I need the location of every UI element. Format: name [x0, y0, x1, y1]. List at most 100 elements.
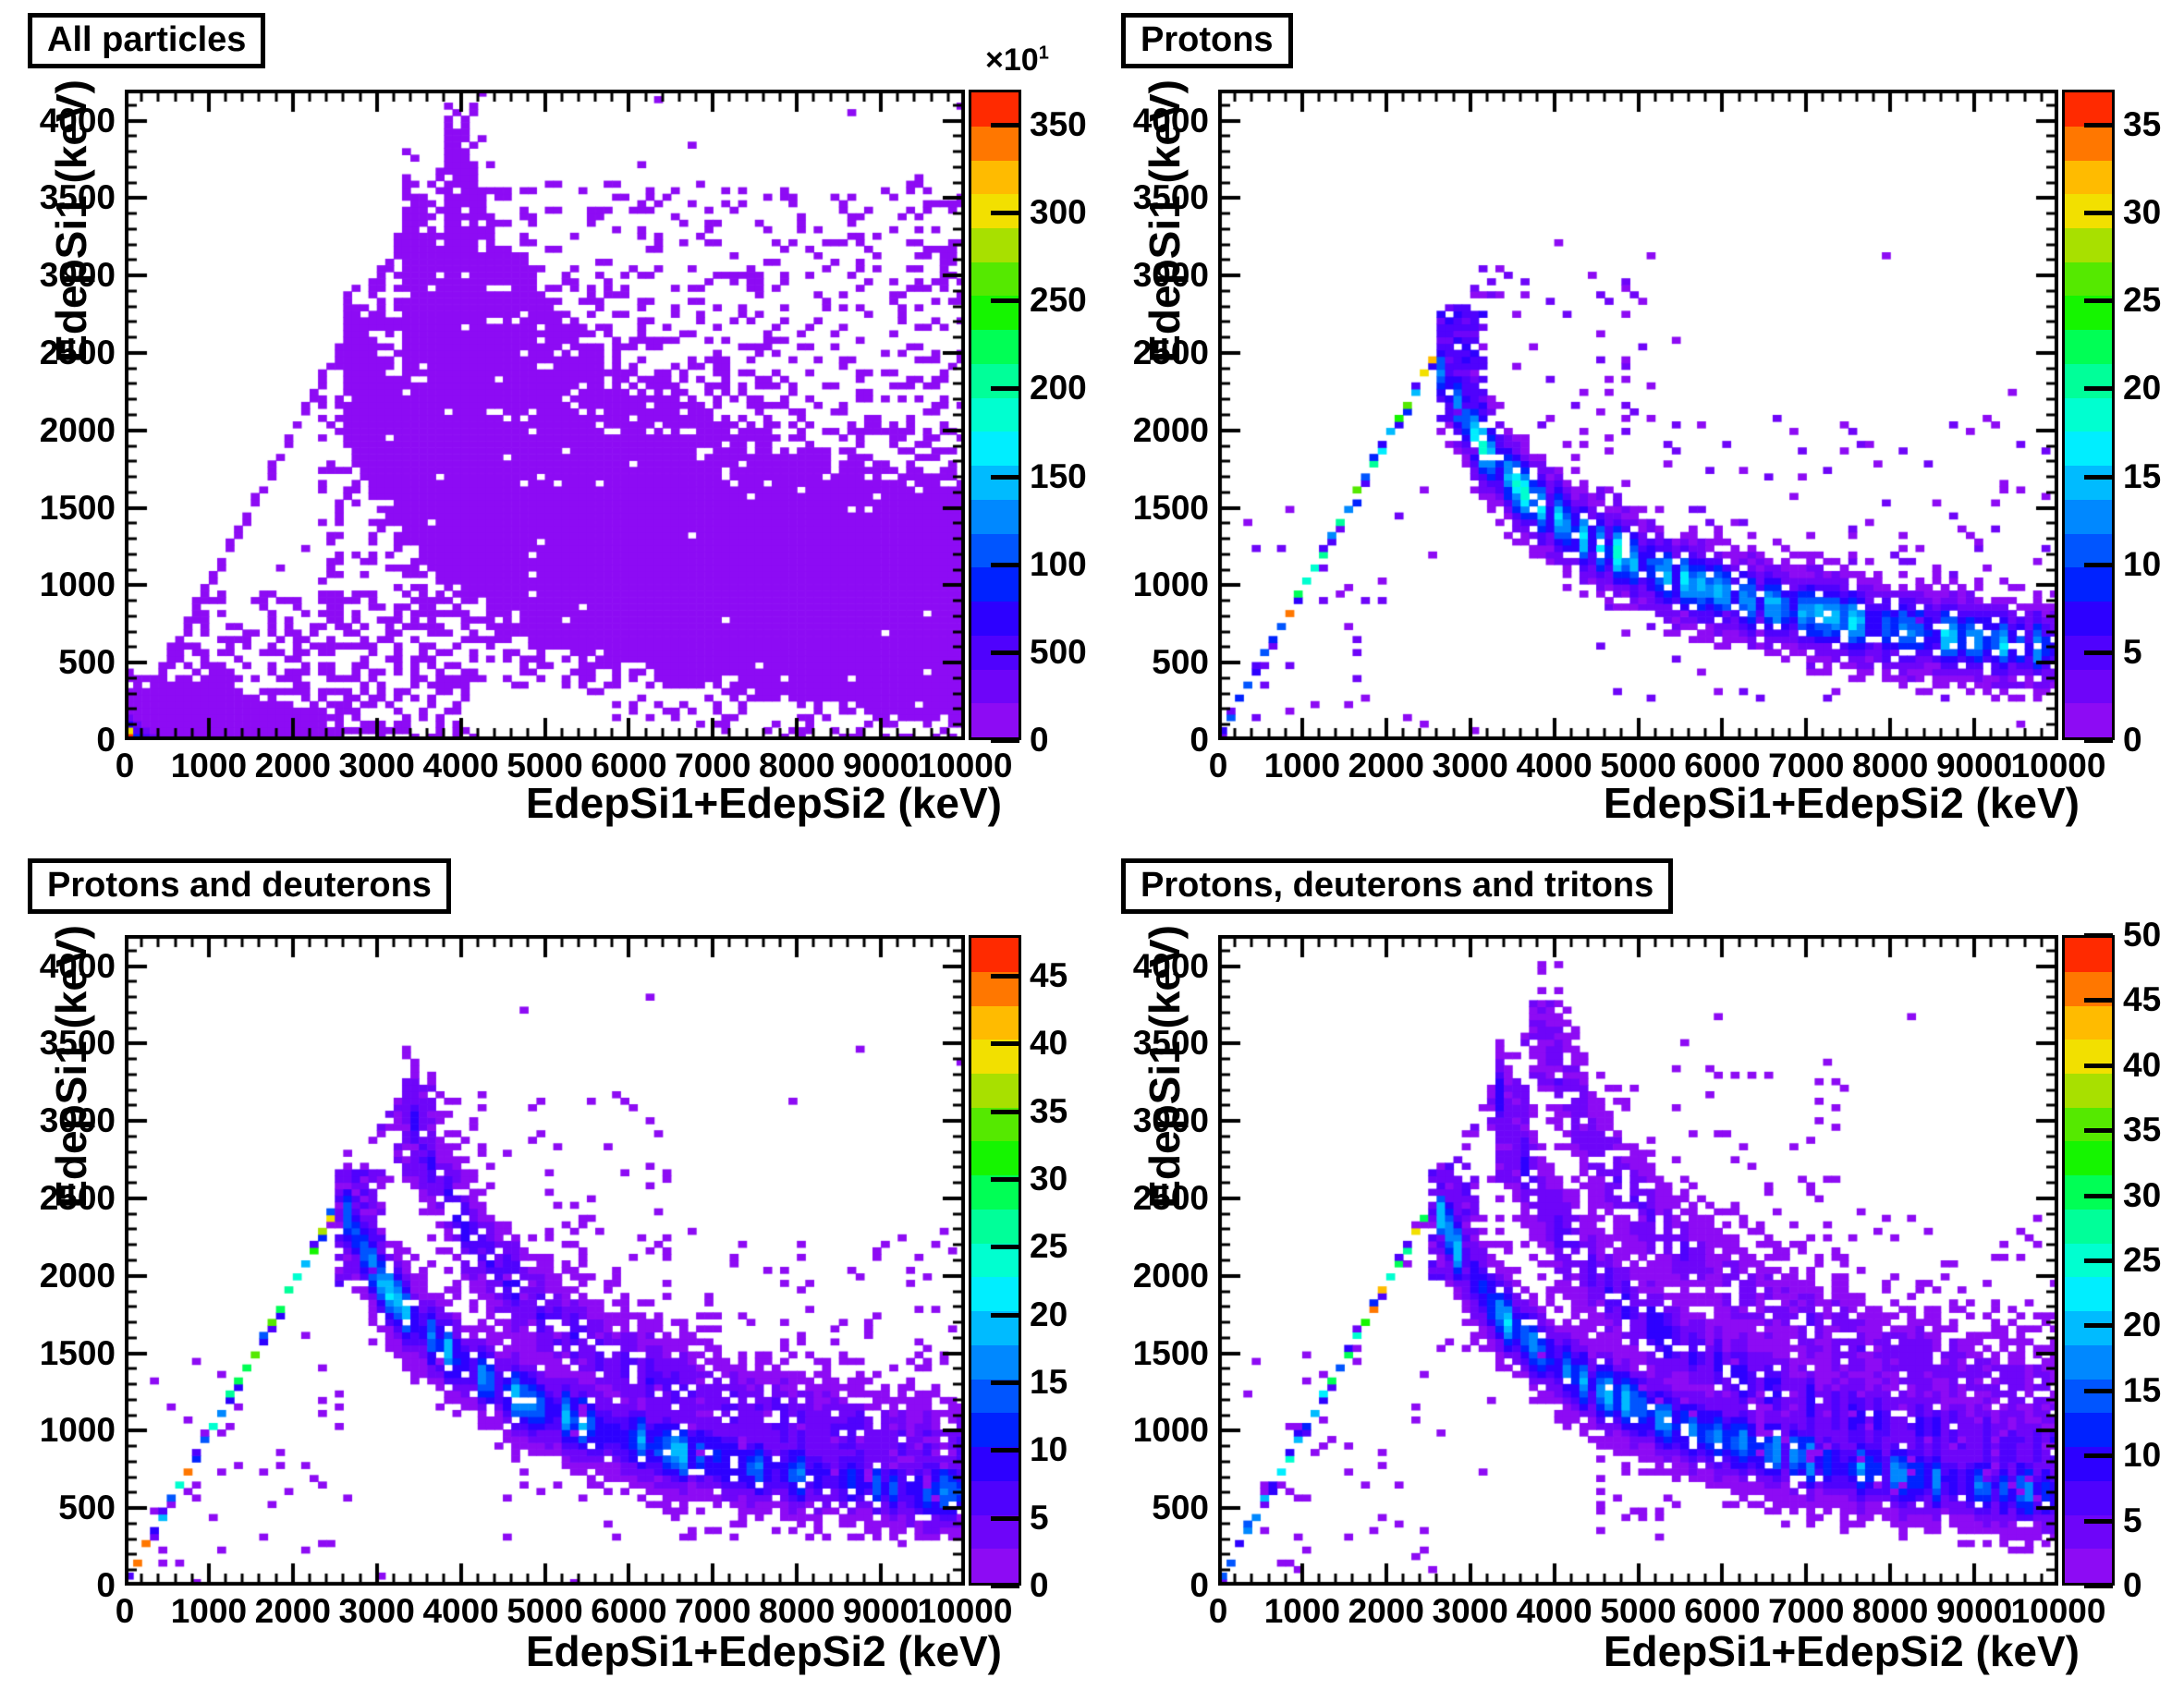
- colorbar-tick-label: 5: [2123, 1501, 2142, 1539]
- y-tick-label: 2000: [1132, 1256, 1209, 1295]
- y-tick-label: 3500: [39, 178, 116, 217]
- colorbar-band: [971, 1209, 1019, 1244]
- heatmap-canvas: [1218, 90, 2058, 740]
- colorbar-band: [971, 227, 1019, 262]
- colorbar-band: [971, 92, 1019, 127]
- colorbar-tick-label: 15: [1030, 1363, 1068, 1401]
- colorbar-tick: [2084, 738, 2113, 743]
- colorbar-tick-label: 200: [1030, 369, 1087, 407]
- colorbar-tick: [991, 738, 1019, 743]
- x-axis-title: EdepSi1+EdepSi2 (keV): [1603, 779, 2080, 827]
- y-tick-label: 1000: [39, 565, 116, 604]
- colorbar-tick: [2084, 1388, 2113, 1393]
- colorbar-band: [2065, 227, 2112, 262]
- y-tick-label: 1500: [39, 488, 116, 527]
- colorbar-tick-label: 500: [1030, 632, 1087, 671]
- colorbar-tick-label: 45: [2123, 980, 2162, 1019]
- x-axis-title: EdepSi1+EdepSi2 (keV): [525, 1627, 1002, 1675]
- colorbar-tick: [991, 1109, 1019, 1114]
- colorbar-band: [2065, 703, 2112, 737]
- y-tick-label: 500: [58, 1489, 116, 1527]
- colorbar-band: [2065, 1209, 2112, 1244]
- panel-title-box: Protons, deuterons and tritons: [1121, 858, 1674, 914]
- colorbar-band: [971, 669, 1019, 704]
- colorbar-band: [971, 602, 1019, 636]
- colorbar-tick-label: 10: [1030, 1430, 1068, 1469]
- colorbar-band: [971, 466, 1019, 500]
- x-axis-title: EdepSi1+EdepSi2 (keV): [525, 779, 1002, 827]
- heatmap-canvas: [1218, 935, 2058, 1586]
- colorbar-band: [971, 330, 1019, 364]
- x-tick-label: 6000: [591, 1592, 667, 1630]
- colorbar-tick-label: 30: [1030, 1160, 1068, 1198]
- colorbar-band: [2065, 397, 2112, 432]
- colorbar-tick-label: 250: [1030, 281, 1087, 320]
- colorbar-band: [971, 1141, 1019, 1176]
- colorbar-tick: [991, 1584, 1019, 1588]
- colorbar-tick: [2084, 998, 2113, 1003]
- panel-title: All particles: [47, 20, 247, 59]
- x-tick-label: 3000: [338, 1592, 415, 1630]
- colorbar-band: [971, 1005, 1019, 1040]
- x-tick-label: 9000: [1935, 747, 2013, 784]
- colorbar-band: [971, 938, 1019, 972]
- colorbar: [969, 90, 1021, 740]
- y-tick-label: 1500: [1132, 1333, 1209, 1372]
- x-tick-label: 0: [1208, 747, 1228, 784]
- colorbar-band: [2065, 602, 2112, 636]
- colorbar-tick: [991, 1515, 1019, 1521]
- colorbar-tick: [2084, 1323, 2113, 1329]
- colorbar-tick: [991, 1177, 1019, 1182]
- colorbar-tick: [2084, 562, 2113, 567]
- x-tick-label: 10000: [2010, 1592, 2106, 1630]
- colorbar-tick-label: 300: [1030, 193, 1087, 232]
- colorbar-tick: [2084, 933, 2113, 938]
- colorbar-band: [2065, 160, 2112, 195]
- y-tick-label: 1500: [1132, 488, 1209, 527]
- heatmap-canvas: [125, 935, 965, 1586]
- colorbar-tick: [2084, 123, 2113, 128]
- y-tick-label: 3500: [1132, 178, 1209, 217]
- x-tick-label: 9000: [842, 1592, 920, 1630]
- panel-title: Protons: [1141, 20, 1274, 59]
- y-tick-label: 4000: [1132, 101, 1209, 140]
- colorbar-tick: [991, 974, 1019, 979]
- colorbar-band: [2065, 499, 2112, 534]
- x-tick-label: 5000: [506, 1592, 583, 1630]
- colorbar-tick-label: 25: [1030, 1227, 1068, 1266]
- y-tick-label: 3000: [1132, 1101, 1209, 1140]
- colorbar-tick-label: 35: [2123, 105, 2162, 144]
- x-tick-label: 4000: [422, 747, 499, 784]
- y-tick-label: 2000: [39, 410, 116, 449]
- colorbar-exponent-power: 1: [1038, 43, 1049, 64]
- y-tick-label: 0: [96, 1566, 116, 1604]
- colorbar-tick: [991, 1448, 1019, 1453]
- colorbar-band: [2065, 1480, 2112, 1515]
- colorbar-exponent: ×101: [985, 43, 1049, 79]
- colorbar-tick-label: 10: [2123, 1436, 2162, 1475]
- x-tick-label: 0: [115, 1592, 135, 1630]
- colorbar-tick: [2084, 474, 2113, 480]
- colorbar-band: [2065, 533, 2112, 568]
- colorbar-band: [971, 1549, 1019, 1583]
- x-tick-label: 8000: [759, 747, 836, 784]
- x-tick-label: 4000: [1516, 1592, 1592, 1630]
- x-tick-label: 9000: [1935, 1592, 2013, 1630]
- colorbar-band: [2065, 1073, 2112, 1108]
- colorbar-tick-label: 40: [1030, 1024, 1068, 1063]
- y-tick-label: 2500: [39, 1178, 116, 1217]
- y-tick-label: 3000: [39, 256, 116, 295]
- colorbar-band: [2065, 1141, 2112, 1176]
- colorbar-tick: [2084, 1128, 2113, 1134]
- colorbar-band: [2065, 1447, 2112, 1481]
- y-tick-label: 2000: [39, 1256, 116, 1295]
- colorbar-band: [971, 1277, 1019, 1312]
- colorbar-band: [2065, 1277, 2112, 1312]
- colorbar-band: [971, 363, 1019, 398]
- x-tick-label: 2000: [254, 1592, 331, 1630]
- colorbar-band: [2065, 1344, 2112, 1380]
- colorbar-tick-label: 5: [1030, 1498, 1049, 1537]
- x-tick-label: 2000: [1348, 747, 1424, 784]
